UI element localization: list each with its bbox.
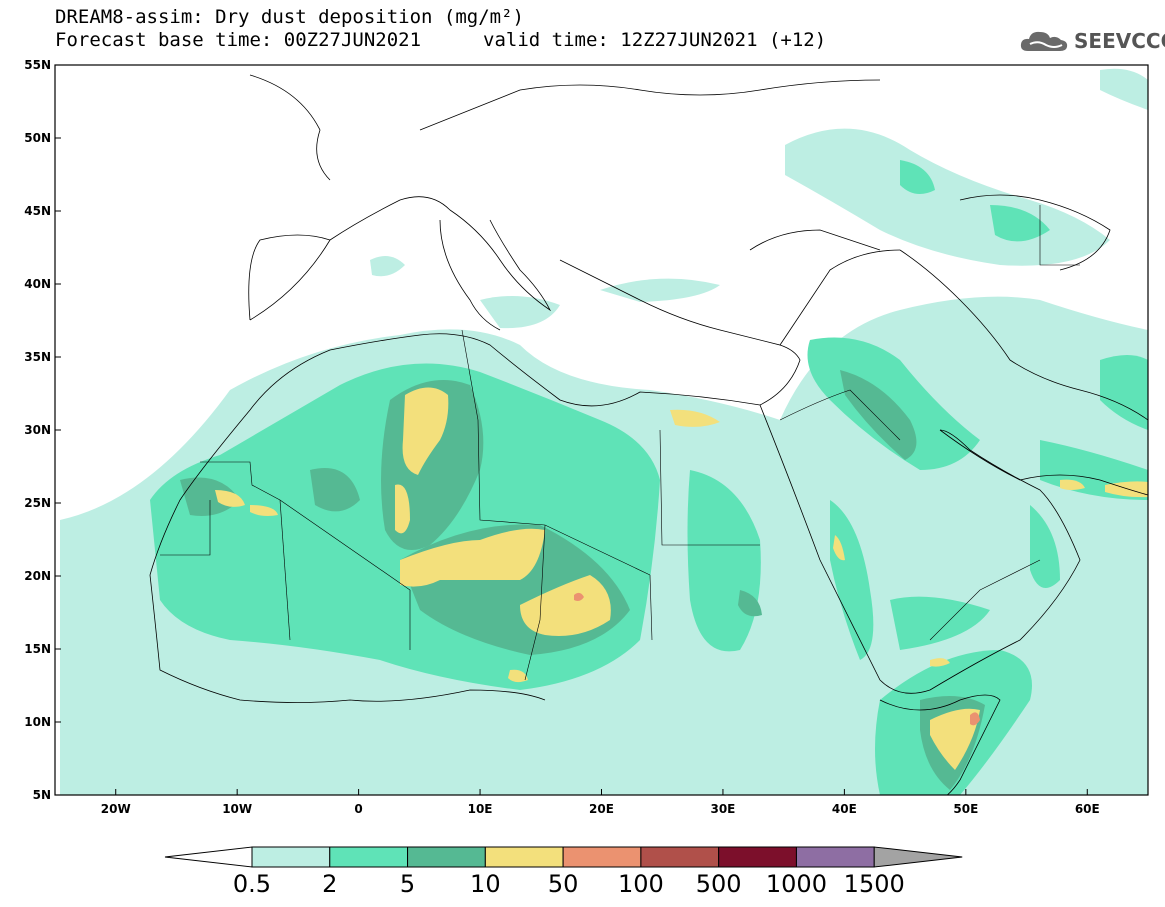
colorbar-label: 1500: [844, 870, 905, 898]
contour-level-50: [574, 592, 980, 726]
lon-tick-label: 20W: [101, 802, 131, 816]
lat-tick-label: 15N: [24, 642, 51, 656]
lon-tick-label: 10E: [468, 802, 493, 816]
lat-tick-label: 35N: [24, 350, 51, 364]
lat-tick-label: 30N: [24, 423, 51, 437]
colorbar-high-arrow: [873, 846, 963, 868]
colorbar-label: 0.5: [233, 870, 271, 898]
contour-level-10: [215, 387, 1148, 770]
coastlines: [149, 74, 1148, 795]
lat-tick-label: 10N: [24, 715, 51, 729]
lat-tick-label: 45N: [24, 204, 51, 218]
lon-tick-label: 40E: [832, 802, 857, 816]
lon-tick-label: 0: [354, 802, 362, 816]
colorbar-segment: [329, 846, 409, 868]
colorbar-segment: [718, 846, 797, 868]
colorbar-segment: [795, 846, 875, 868]
forecast-base-time: Forecast base time: 00Z27JUN2021: [55, 29, 422, 51]
colorbar-label: 5: [400, 870, 415, 898]
colorbar-label: 2: [322, 870, 337, 898]
lon-tick-label: 50E: [953, 802, 978, 816]
lon-tick-label: 30E: [710, 802, 735, 816]
colorbar-segment: [484, 846, 564, 868]
map-title: DREAM8-assim: Dry dust deposition (mg/m²…: [55, 6, 524, 28]
lat-tick-label: 50N: [24, 131, 51, 145]
country-borders: [160, 205, 1080, 681]
lon-tick-label: 10W: [222, 802, 252, 816]
lat-tick-label: 5N: [33, 788, 51, 802]
colorbar-label: 100: [618, 870, 664, 898]
lat-tick-label: 55N: [24, 58, 51, 72]
colorbar-label: 10: [470, 870, 501, 898]
cloud-logo-icon: [1020, 31, 1068, 51]
lat-tick-label: 25N: [24, 496, 51, 510]
colorbar: 0.5 2 5 10 50 100 500 1000 1500: [164, 846, 963, 898]
colorbar-segment: [562, 846, 642, 868]
colorbar-label: 1000: [766, 870, 827, 898]
colorbar-label: 500: [696, 870, 742, 898]
latitude-axis: 55N 50N 45N 40N 35N 30N 25N 20N 15N 10N 5N: [24, 58, 61, 802]
dust-field: [60, 68, 1148, 795]
seevccc-logo: SEEVCCC: [1018, 26, 1165, 56]
lon-tick-label: 20E: [589, 802, 614, 816]
colorbar-segment: [640, 846, 720, 868]
colorbar-segment: [407, 846, 486, 868]
colorbar-low-arrow: [164, 846, 253, 868]
lat-tick-label: 40N: [24, 277, 51, 291]
longitude-axis: 20W 10W 0 10E 20E 30E 40E 50E 60E: [101, 789, 1100, 816]
colorbar-segment: [251, 846, 331, 868]
valid-time: valid time: 12Z27JUN2021 (+12): [483, 29, 827, 51]
lat-tick-label: 20N: [24, 569, 51, 583]
lon-tick-label: 60E: [1075, 802, 1100, 816]
logo-text: SEEVCCC: [1074, 29, 1165, 53]
colorbar-label: 50: [548, 870, 579, 898]
